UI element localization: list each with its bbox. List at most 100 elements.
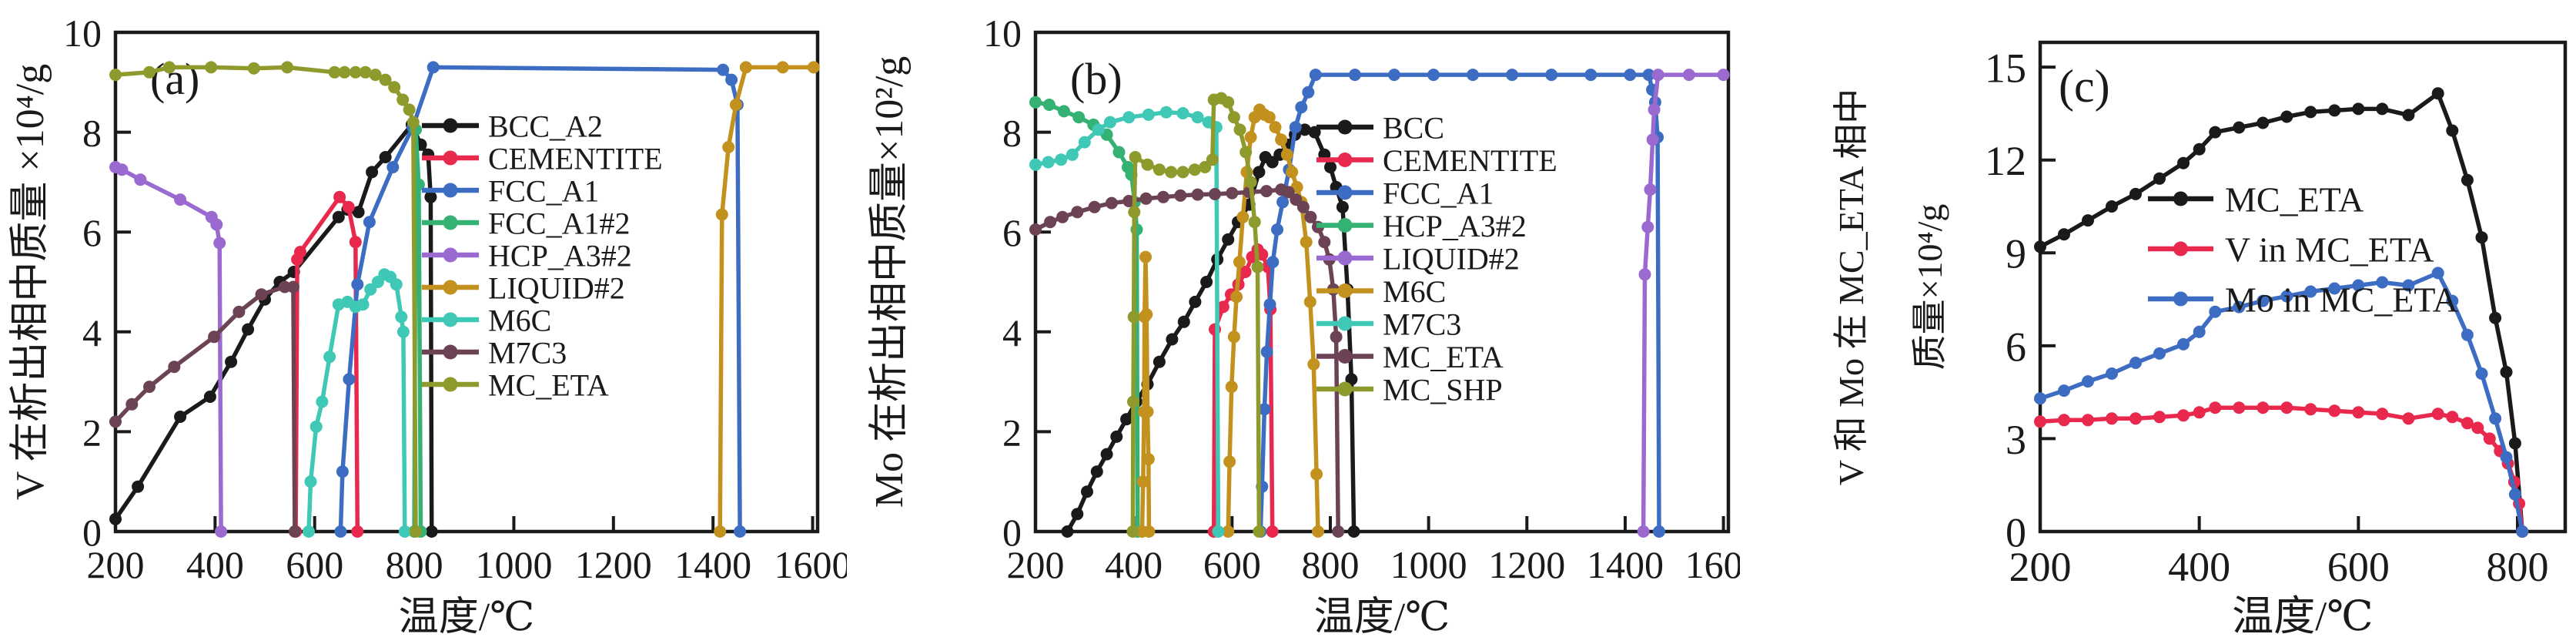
data-point [242,323,255,336]
data-point [174,411,187,423]
data-point [1239,146,1253,159]
data-point [403,103,416,116]
data-point [2177,409,2190,422]
data-point [388,81,401,94]
legend-label: LIQUID#2 [1383,241,1520,276]
data-point [2431,87,2444,100]
data-point [1230,290,1243,304]
x-tick-label: 200 [87,543,145,586]
series-LIQUID-2 [1637,69,1730,538]
data-point [1545,69,1558,82]
data-point [369,69,382,82]
data-point [2034,415,2046,428]
data-point [2376,102,2389,116]
legend-item-BCC-A2: BCC_A2 [422,109,603,143]
data-point [1055,153,1068,166]
y-axis-label: V 在析出相中质量 ×10⁴/g [8,64,52,501]
data-point [366,166,379,179]
data-point [288,525,301,538]
data-point [1263,111,1276,124]
x-tick-label: 200 [1007,543,1065,586]
chart-a: 200 400 600 800 1000 1200 1400 1600 0 2 4 6 8 10 温度/℃ V… [8,12,847,639]
data-point [286,280,299,293]
data-point [2376,276,2389,289]
data-point [1140,308,1153,321]
data-point [1092,123,1105,136]
data-point [725,73,738,86]
data-point [351,525,364,538]
data-point [2471,421,2484,434]
data-point [1127,310,1140,324]
series-MC-ETA [109,61,422,538]
data-point [717,63,730,76]
y-tick-label: 6 [2006,324,2026,370]
x-axis-label: 温度/℃ [1314,595,1450,639]
y-axis-label: Mo 在析出相中质量×10²/g [868,56,912,508]
data-point [2475,231,2488,244]
data-point [1303,295,1316,308]
data-point [255,288,268,301]
panel-a: 200 400 600 800 1000 1200 1400 1600 0 2 4 6 8 10 温度/℃ V… [0,0,847,644]
data-point [2058,228,2070,241]
legend-label: MC_ETA [1383,340,1504,374]
data-point [714,525,727,538]
x-tick-label: 800 [386,543,443,586]
data-point [162,61,176,74]
data-point [1189,295,1202,308]
data-point [1206,153,1219,166]
data-point [1332,525,1345,538]
data-point [1275,133,1288,146]
data-point [203,391,216,403]
data-point [1584,69,1597,82]
x-tick-label: 400 [1105,543,1163,586]
data-point [1056,210,1069,223]
data-point [1044,216,1057,229]
legend-marker [443,344,458,360]
data-point [1348,69,1361,82]
data-point [1088,200,1101,213]
data-point [2446,294,2459,307]
series-Mo-in-MC-ETA [2034,267,2529,538]
legend-marker [1337,316,1353,331]
data-point [1227,111,1240,124]
x-tick-label: 1000 [1390,543,1467,586]
data-point [1260,185,1273,198]
data-point [1641,220,1654,233]
data-point [2106,200,2118,213]
legend-label: MC_ETA [2225,180,2364,220]
panel-c: 200 400 600 800 0 3 6 9 12 15 温度/℃ V 和 Mo 在 MC_ETA … [1740,0,2576,644]
legend-label: CEMENTITE [488,141,663,176]
data-point [1336,200,1349,213]
data-point [1233,123,1246,136]
data-point [143,65,156,79]
data-point [1128,206,1141,219]
legend-item-CEMENTITE: CEMENTITE [1316,143,1557,178]
data-point [2193,143,2206,156]
plot-frame [1033,30,1731,534]
panel-label: (c) [2059,61,2110,112]
data-point [134,173,147,186]
data-point [281,61,294,74]
data-point [379,151,392,163]
x-axis-label: 温度/℃ [2232,593,2373,639]
legend-label: HCP_A3#2 [1383,209,1527,243]
data-point [2475,367,2488,380]
data-point [1638,268,1651,281]
data-point [1078,136,1091,149]
legend-item-MC-ETA: MC_ETA [2148,180,2364,220]
data-point [1112,146,1126,159]
y-tick-label: 0 [2006,509,2026,555]
data-point [1307,357,1320,371]
data-point [2352,102,2365,116]
x-tick-label: 1400 [674,543,751,586]
data-point [1682,69,1695,82]
data-point [1295,101,1308,114]
data-point [2106,412,2118,425]
data-point [351,278,364,291]
data-point [1042,156,1055,169]
data-point [2280,110,2293,123]
data-point [1153,163,1166,176]
data-point [2153,411,2166,424]
legend-marker [443,183,458,198]
